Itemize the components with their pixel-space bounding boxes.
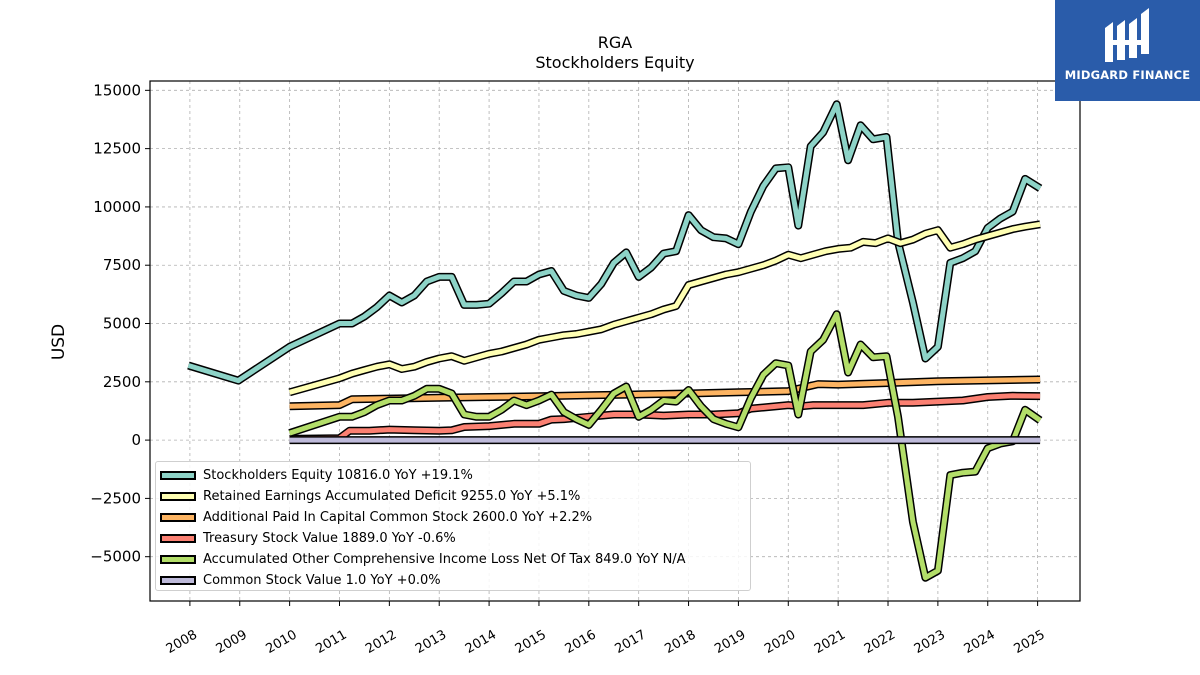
y-tick-label: −5000 <box>90 548 141 566</box>
legend-entry: Accumulated Other Comprehensive Income L… <box>160 549 686 569</box>
x-tick-label: 2014 <box>463 627 499 657</box>
x-tick-label: 2008 <box>164 627 200 657</box>
legend: Stockholders Equity 10816.0 YoY +19.1% Re… <box>155 461 751 591</box>
x-tick-label: 2025 <box>1011 627 1047 657</box>
x-tick-label: 2011 <box>313 627 349 657</box>
legend-entry: Common Stock Value 1.0 YoY +0.0% <box>160 570 441 590</box>
legend-swatch <box>160 575 196 585</box>
x-tick-label: 2022 <box>862 627 898 657</box>
legend-swatch <box>160 470 196 480</box>
x-tick-label: 2019 <box>712 627 748 657</box>
axes-frame <box>149 80 1081 602</box>
x-tick-label: 2020 <box>762 627 798 657</box>
x-tick-label: 2009 <box>214 627 250 657</box>
y-tick-label: 12500 <box>93 140 141 158</box>
legend-swatch <box>160 533 196 543</box>
midgard-logo: MIDGARD FINANCE <box>1055 0 1200 101</box>
x-tick-label: 2018 <box>662 627 698 657</box>
y-tick-label: −2500 <box>90 489 141 507</box>
x-tick-label: 2024 <box>962 627 998 657</box>
series-line <box>288 311 1042 581</box>
legend-label: Stockholders Equity 10816.0 YoY +19.1% <box>203 467 473 483</box>
y-tick-label: 0 <box>131 431 141 449</box>
legend-swatch <box>160 491 196 501</box>
legend-swatch <box>160 512 196 522</box>
series-retained-earnings-accumulated-deficit <box>288 220 1041 397</box>
x-tick-label: 2017 <box>613 627 649 657</box>
series-layer <box>187 100 1043 582</box>
legend-label: Retained Earnings Accumulated Deficit 92… <box>203 488 581 504</box>
x-tick-label: 2016 <box>563 627 599 657</box>
y-tick-label: 2500 <box>103 373 141 391</box>
legend-entry: Retained Earnings Accumulated Deficit 92… <box>160 486 580 506</box>
x-tick-label: 2015 <box>513 627 549 657</box>
series-line <box>187 101 1042 384</box>
x-tick-label: 2021 <box>812 627 848 657</box>
chart-subtitle: Stockholders Equity <box>535 53 695 72</box>
x-tick-label: 2010 <box>263 627 299 657</box>
series-accumulated-other-comprehensive-income-loss-net-of-tax <box>288 310 1043 582</box>
legend-entry: Additional Paid In Capital Common Stock … <box>160 507 592 527</box>
legend-label: Common Stock Value 1.0 YoY +0.0% <box>203 572 441 588</box>
chart-title: RGA <box>597 33 633 52</box>
legend-swatch <box>160 554 196 564</box>
series-line <box>288 221 1041 395</box>
y-tick-label: 15000 <box>93 81 141 99</box>
y-tick-label: 7500 <box>103 256 141 274</box>
midgard-logo-icon <box>1105 8 1149 62</box>
x-tick-label: 2013 <box>413 627 449 657</box>
legend-entry: Stockholders Equity 10816.0 YoY +19.1% <box>160 465 473 485</box>
y-axis-label: USD <box>49 324 69 360</box>
legend-label: Treasury Stock Value 1889.0 YoY -0.6% <box>203 530 456 546</box>
x-tick-label: 2023 <box>912 627 948 657</box>
x-tick-label: 2012 <box>363 627 399 657</box>
logo-text: MIDGARD FINANCE <box>1064 68 1191 82</box>
legend-label: Additional Paid In Capital Common Stock … <box>203 509 593 525</box>
legend-label: Accumulated Other Comprehensive Income L… <box>203 551 686 567</box>
series-stockholders-equity <box>187 100 1043 385</box>
y-tick-label: 10000 <box>93 198 141 216</box>
legend-entry: Treasury Stock Value 1889.0 YoY -0.6% <box>160 528 456 548</box>
y-tick-label: 5000 <box>103 315 141 333</box>
